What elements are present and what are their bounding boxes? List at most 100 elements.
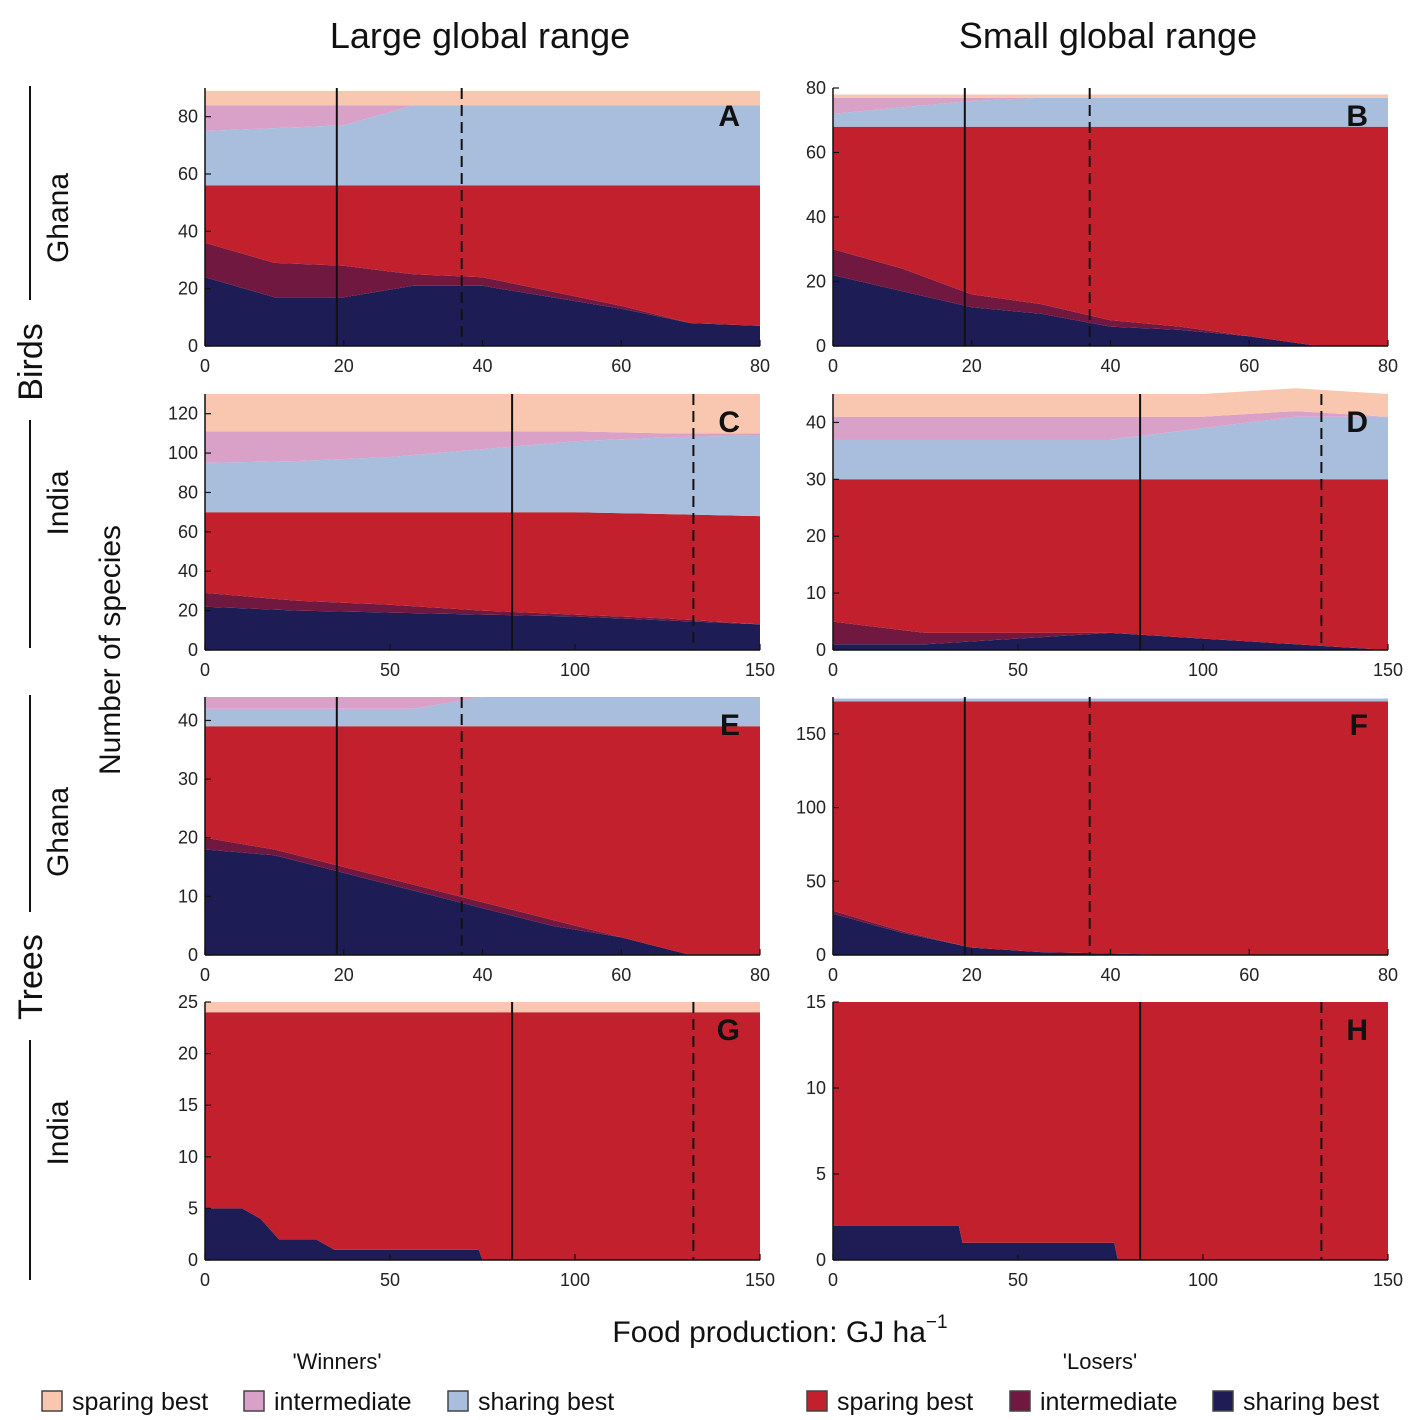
y-axis-title: Number of species: [94, 525, 127, 775]
area-winner-sparing-b: [833, 94, 1388, 98]
y-tick-label: 5: [816, 1164, 826, 1184]
legend-winner-swatch-intermediate: [243, 1390, 265, 1412]
area-winner-intermediate-b: [833, 97, 1388, 114]
y-tick-label: 30: [806, 469, 826, 489]
panel-letter-b: B: [1346, 100, 1368, 133]
x-axis-title-superscript: −1: [926, 1312, 948, 1333]
x-tick-label: 20: [334, 356, 354, 376]
y-tick-label: 150: [796, 724, 826, 744]
group-label-birds: Birds: [12, 323, 50, 400]
legend-title-winners: 'Winners': [292, 1349, 381, 1374]
y-tick-label: 60: [178, 522, 198, 542]
x-tick-label: 150: [1373, 1270, 1403, 1290]
x-tick-label: 0: [200, 965, 210, 985]
area-loser-intermediate-e: [205, 837, 760, 955]
y-tick-label: 10: [806, 1078, 826, 1098]
area-winner-sharing-b: [833, 97, 1388, 127]
column-title-large-range: Large global range: [330, 15, 630, 56]
x-tick-label: 100: [1188, 660, 1218, 680]
area-loser-sparing-d: [833, 479, 1388, 650]
x-tick-label: 60: [1239, 356, 1259, 376]
y-tick-label: 80: [178, 482, 198, 502]
x-tick-label: 0: [200, 1270, 210, 1290]
x-tick-label: 150: [745, 660, 775, 680]
y-tick-label: 20: [178, 279, 198, 299]
panel-letter-g: G: [717, 1014, 740, 1047]
row-label-birds-india: India: [42, 470, 75, 535]
group-bracket-trees: Trees: [12, 695, 50, 1280]
x-tick-label: 80: [750, 965, 770, 985]
y-tick-label: 50: [806, 871, 826, 891]
area-loser-intermediate-b: [833, 249, 1388, 346]
y-tick-label: 60: [178, 164, 198, 184]
y-tick-label: 20: [806, 272, 826, 292]
group-label-trees: Trees: [12, 934, 50, 1020]
x-tick-label: 40: [472, 356, 492, 376]
legend-loser-label-intermediate: intermediate: [1040, 1388, 1178, 1416]
y-tick-label: 0: [188, 945, 198, 965]
x-tick-label: 40: [1100, 356, 1120, 376]
area-loser-sparing-c: [205, 512, 760, 625]
x-tick-label: 0: [828, 356, 838, 376]
area-winner-sharing-d: [833, 416, 1388, 480]
panel-letter-d: D: [1346, 406, 1368, 439]
y-tick-label: 10: [178, 1147, 198, 1167]
legend-loser-label-sharing: sharing best: [1243, 1388, 1379, 1416]
legend-loser-swatch-sharing: [1212, 1390, 1234, 1412]
y-tick-label: 25: [178, 992, 198, 1012]
area-winner-intermediate-a: [205, 105, 760, 131]
y-tick-label: 0: [816, 1250, 826, 1270]
area-loser-sparing-h: [833, 1002, 1388, 1260]
area-loser-sharing-e: [205, 849, 760, 955]
area-winner-sharing-e: [205, 697, 760, 727]
panel-h: 0 50 100 150 0 5 10 15 H: [806, 992, 1403, 1290]
x-tick-label: 60: [1239, 965, 1259, 985]
area-loser-sparing-g: [205, 1012, 760, 1260]
area-loser-sparing-e: [205, 726, 760, 955]
x-tick-label: 80: [1378, 965, 1398, 985]
x-tick-label: 20: [962, 965, 982, 985]
area-loser-sharing-f: [833, 913, 1388, 955]
x-tick-label: 20: [962, 356, 982, 376]
y-tick-label: 20: [178, 601, 198, 621]
panel-letter-f: F: [1350, 709, 1368, 742]
y-tick-label: 20: [178, 1044, 198, 1064]
y-tick-label: 100: [168, 443, 198, 463]
x-tick-label: 0: [828, 1270, 838, 1290]
legend: sparing best intermediate sharing best spar…: [41, 1388, 1379, 1416]
panel-b: 0 20 40 60 80 0 20 40 60 80 B: [806, 78, 1398, 376]
x-tick-label: 40: [1100, 965, 1120, 985]
legend-winner-swatch-sharing: [447, 1390, 469, 1412]
area-winner-sparing-g: [205, 1002, 760, 1013]
legend-winner-label-sparing: sparing best: [72, 1388, 208, 1416]
x-axis-title-main: Food production: GJ ha: [612, 1316, 926, 1349]
row-label-birds-ghana: Ghana: [42, 173, 75, 263]
y-tick-label: 20: [806, 526, 826, 546]
row-label-trees-ghana: Ghana: [42, 787, 75, 877]
panel-c: 0 50 100 150 0 20 40 60 80 100 120 C: [168, 394, 775, 680]
area-winner-sharing-f: [833, 698, 1388, 702]
y-tick-label: 15: [806, 992, 826, 1012]
y-tick-label: 0: [188, 1250, 198, 1270]
legend-winner-label-sharing: sharing best: [478, 1388, 614, 1416]
x-tick-label: 100: [560, 1270, 590, 1290]
y-tick-label: 0: [816, 945, 826, 965]
area-loser-sharing-a: [205, 277, 760, 346]
y-tick-label: 100: [796, 798, 826, 818]
y-tick-label: 40: [806, 412, 826, 432]
y-tick-label: 30: [178, 769, 198, 789]
panel-letter-h: H: [1346, 1014, 1368, 1047]
panel-d: 0 50 100 150 0 10 20 30 40 D: [806, 388, 1403, 680]
x-tick-label: 0: [828, 965, 838, 985]
panel-a: 0 20 40 60 80 0 20 40 60 80 A: [178, 88, 770, 376]
area-loser-sparing-b: [833, 126, 1388, 346]
x-tick-label: 50: [380, 1270, 400, 1290]
y-tick-label: 0: [188, 336, 198, 356]
group-bracket-birds: Birds: [12, 86, 50, 648]
y-tick-label: 120: [168, 404, 198, 424]
area-winner-sparing-a: [205, 90, 760, 106]
panel-letter-c: C: [718, 406, 740, 439]
area-winner-intermediate-e: [205, 697, 760, 709]
y-tick-label: 80: [178, 107, 198, 127]
